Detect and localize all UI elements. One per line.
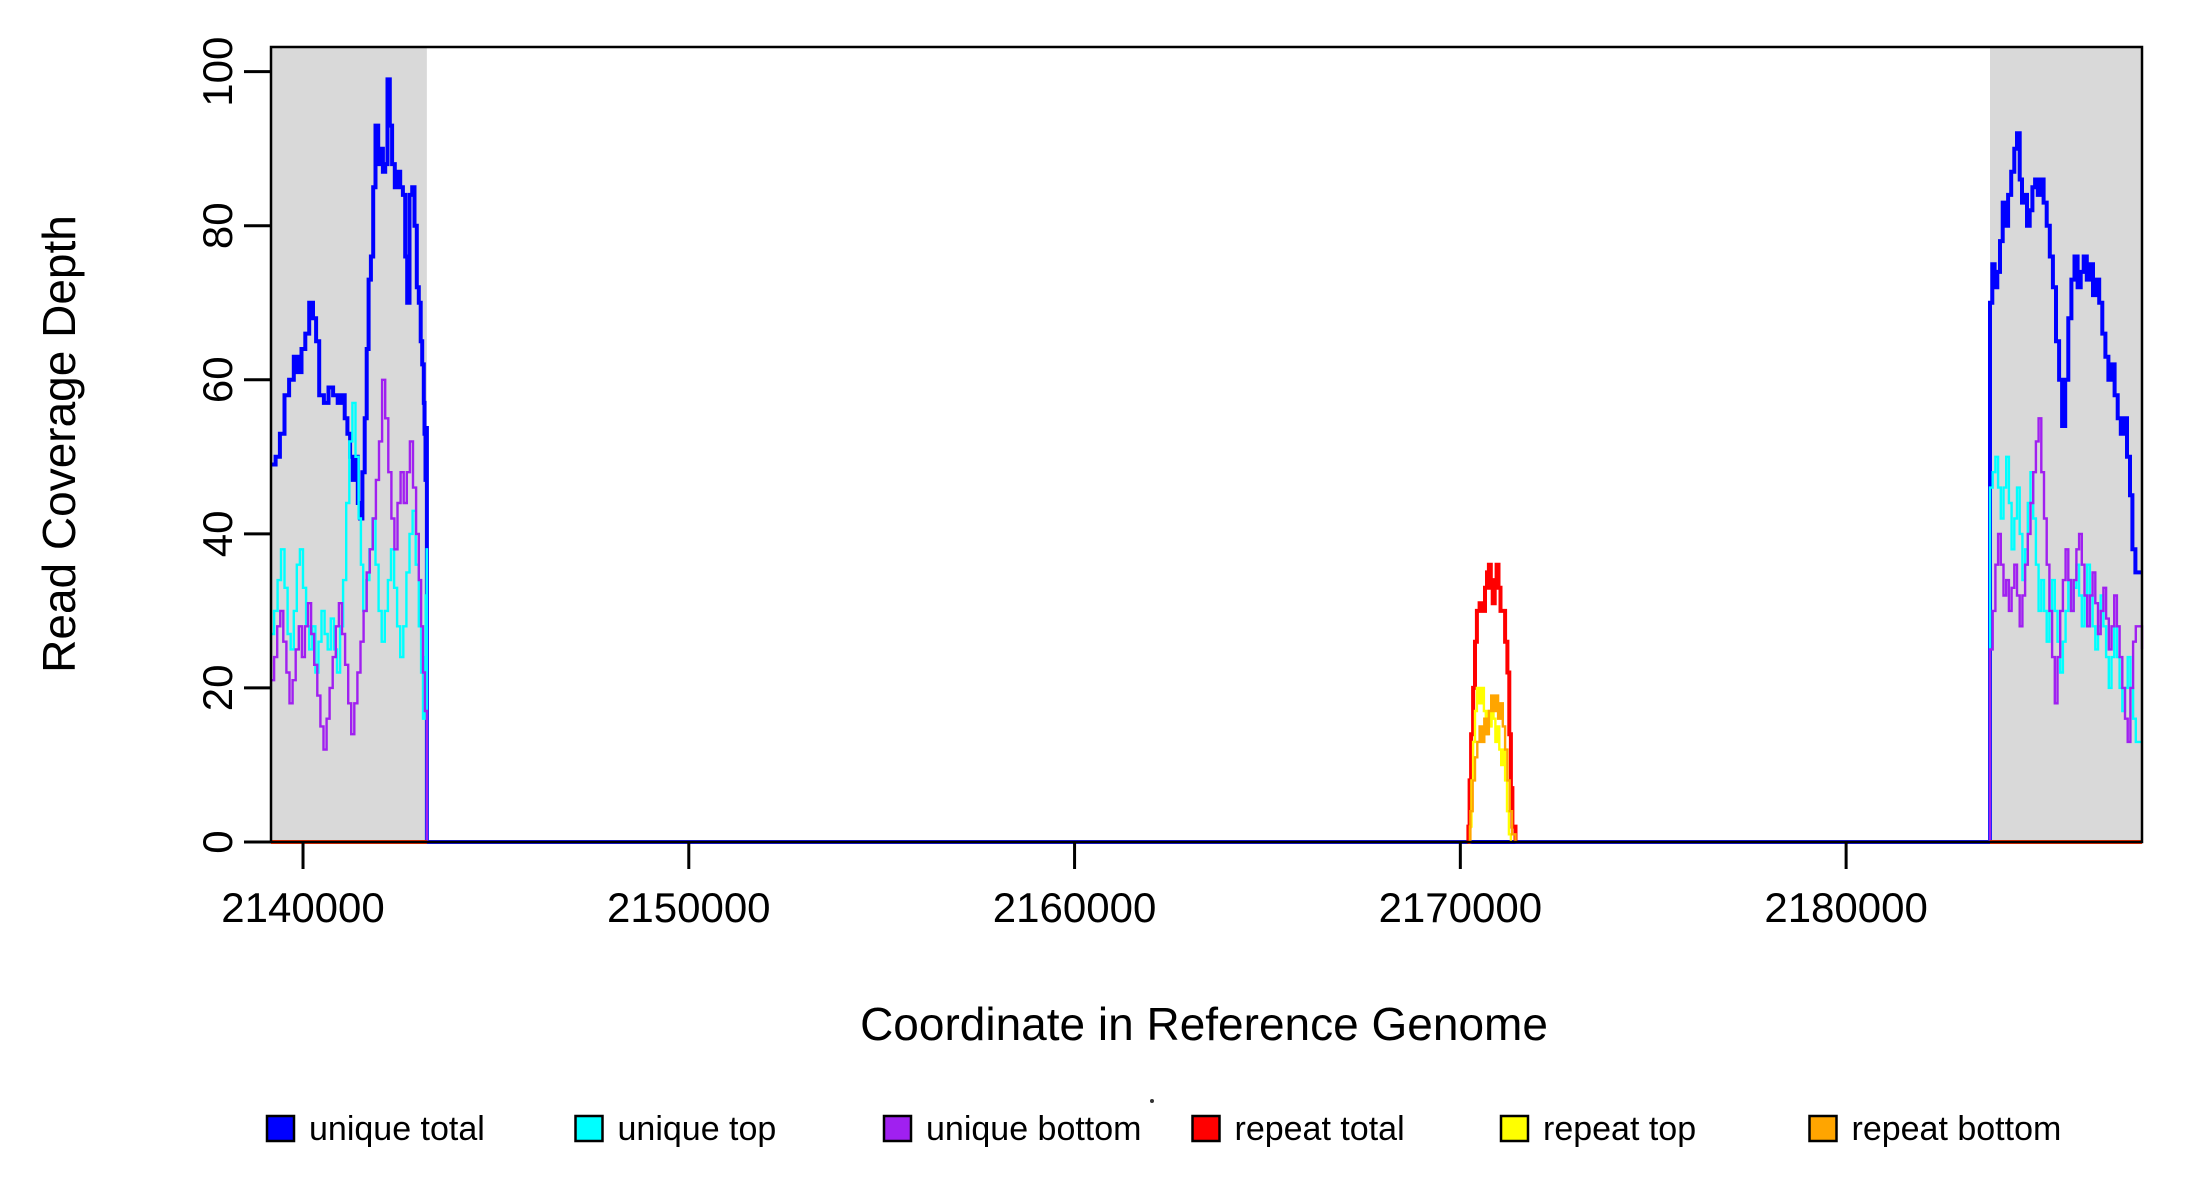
y-tick-label: 60 (194, 356, 241, 403)
legend-label-unique-total: unique total (309, 1110, 485, 1148)
legend-swatch-repeat-total (1191, 1114, 1221, 1143)
y-tick-label: 100 (194, 37, 241, 107)
x-axis: 2140000 2150000 2160000 2170000 2180000 (221, 842, 1928, 931)
x-tick-label: 2160000 (993, 884, 1157, 931)
series-path-unique-top (1515, 455, 2142, 844)
series-path-unique-total (271, 77, 2142, 844)
plot-border-box (269, 45, 2144, 844)
right-unique-region (1990, 47, 2142, 842)
y-axis-title: Read Coverage Depth (33, 215, 85, 673)
series-path-repeat-bottom (1468, 694, 1517, 844)
shaded-regions (271, 47, 2142, 842)
legend-label-unique-bottom: unique bottom (926, 1110, 1142, 1148)
x-tick-label: 2140000 (221, 884, 385, 931)
legend-swatch-unique-bottom (882, 1114, 913, 1143)
y-tick-label: 0 (194, 830, 241, 853)
legend-swatch-unique-top (574, 1114, 604, 1143)
x-tick-label: 2180000 (1764, 884, 1928, 931)
stray-marks (1150, 1099, 1154, 1103)
legend-label-repeat-total: repeat total (1235, 1110, 1405, 1148)
legend-swatch-unique-total (265, 1114, 296, 1143)
series-path-unique-top (271, 401, 1468, 844)
legend-label-unique-top: unique top (618, 1110, 777, 1148)
y-tick-label: 80 (194, 202, 241, 249)
stray-dot (1150, 1099, 1154, 1103)
y-axis: 0 20 40 60 80 100 (194, 37, 271, 854)
y-tick-label: 20 (194, 665, 241, 712)
x-tick-label: 2170000 (1379, 884, 1543, 931)
legend-swatch-repeat-top (1499, 1114, 1530, 1143)
y-tick-label: 40 (194, 511, 241, 558)
legend-label-repeat-bottom: repeat bottom (1852, 1110, 2062, 1148)
series-path-unique-bottom (1515, 417, 2144, 844)
legend: unique total unique top unique bottom repea… (265, 1110, 2062, 1148)
legend-swatch-repeat-bottom (1808, 1114, 1838, 1143)
x-axis-title: Coordinate in Reference Genome (860, 998, 1548, 1050)
series-path-unique-bottom (271, 378, 1468, 844)
series-lines (271, 77, 2144, 844)
legend-label-repeat-top: repeat top (1543, 1110, 1696, 1148)
x-tick-label: 2150000 (607, 884, 771, 931)
series-path-repeat-total (1466, 562, 1518, 844)
